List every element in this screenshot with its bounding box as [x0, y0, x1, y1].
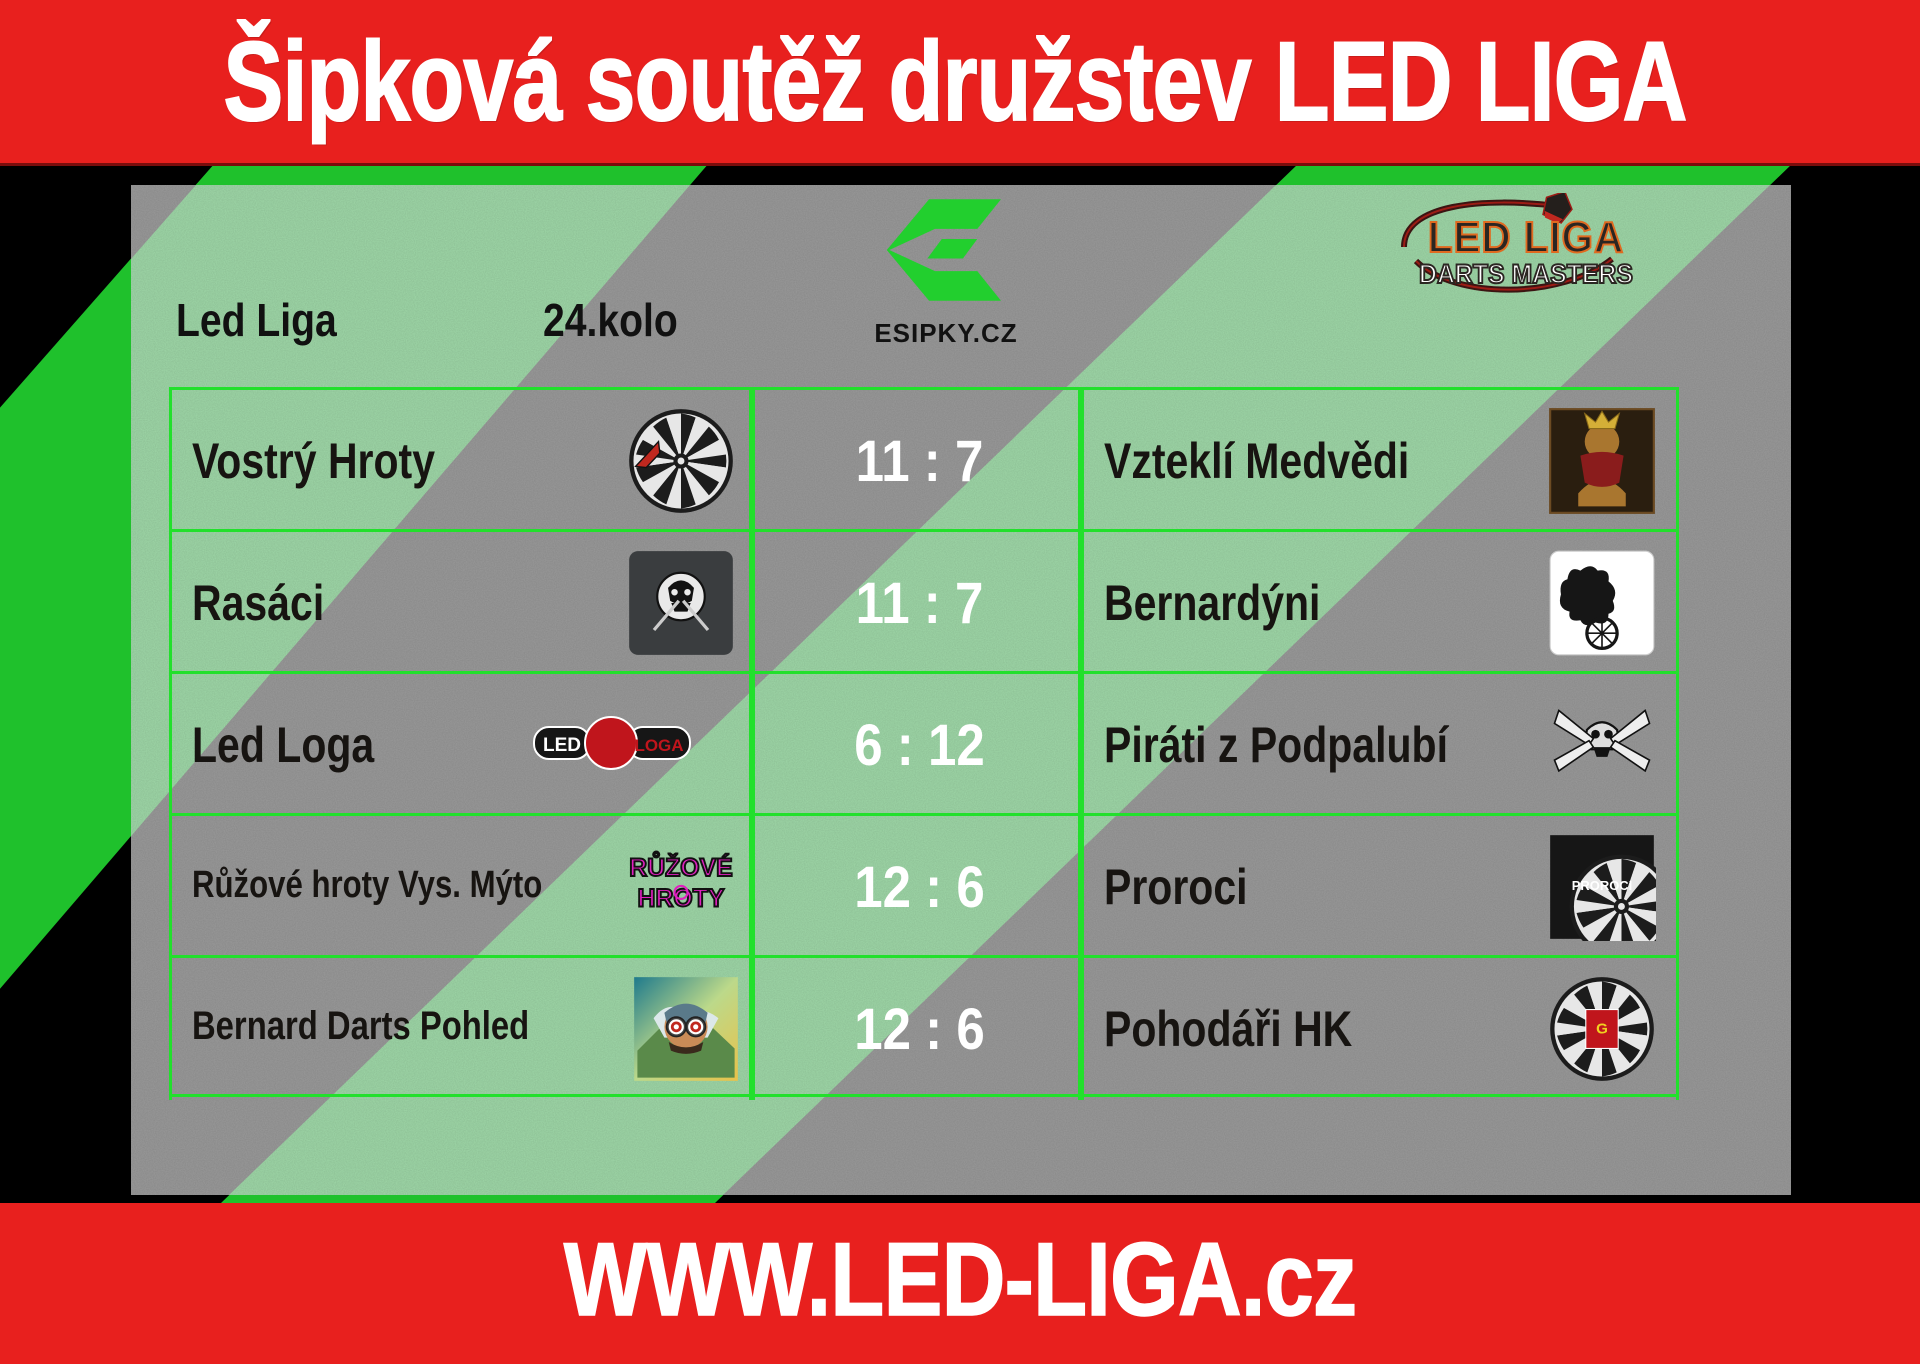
svg-text:PROROCI: PROROCI — [1572, 878, 1632, 893]
svg-text:LOGA: LOGA — [634, 736, 683, 755]
svg-text:LED: LED — [543, 735, 581, 756]
svg-text:RŮŽOVÉ: RŮŽOVÉ — [629, 852, 732, 882]
svg-text:G: G — [1596, 1020, 1608, 1037]
